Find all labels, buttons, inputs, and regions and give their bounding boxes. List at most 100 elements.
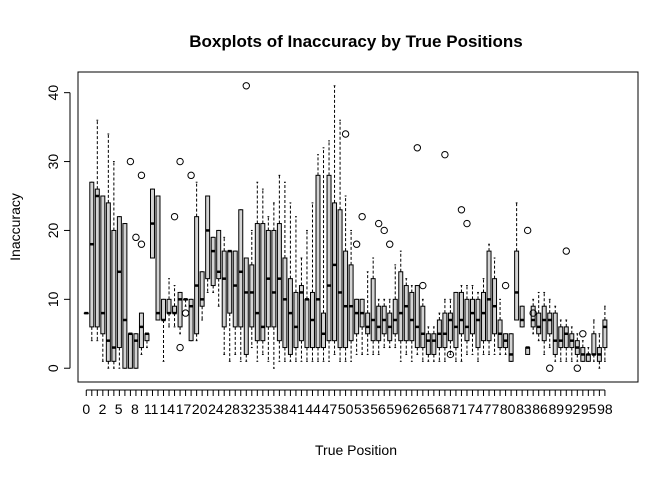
box-iqr [221,250,227,328]
box-iqr [398,271,404,342]
box-group [370,257,376,355]
box-group [457,206,466,362]
box-group [216,229,222,307]
x-tick-label: 41 [289,401,305,417]
box-group [409,285,415,362]
x-tick-label: 92 [565,401,581,417]
x-tick-label: 14 [160,401,176,417]
x-tick-label: 83 [516,401,532,417]
outlier-point [463,219,471,228]
box-iqr [332,202,338,342]
boxes-layer [83,82,608,372]
box-iqr [210,236,216,287]
box-group [199,271,205,321]
box-iqr [442,312,448,349]
box-iqr [602,319,608,349]
box-iqr [133,333,139,369]
box-group [523,226,532,355]
outlier-point [501,281,510,290]
box-group [374,219,383,355]
box-group [137,171,146,355]
box-group [501,281,510,355]
box-group [519,305,525,328]
box-iqr [166,298,172,314]
box-iqr [392,298,398,335]
box-group [386,240,394,349]
x-tick-label: 56 [370,401,386,417]
x-tick-label: 62 [403,401,419,417]
box-iqr [425,333,431,355]
box-group [419,281,427,362]
box-iqr [591,333,597,355]
box-iqr [122,223,128,369]
box-group [276,174,282,362]
box-iqr [447,312,453,342]
box-group [348,229,354,362]
box-group [176,157,184,352]
x-tick-label: 95 [581,401,597,417]
box-iqr [403,285,409,342]
box-iqr [298,285,304,342]
box-group [536,291,542,342]
x-tick-label: 38 [273,401,289,417]
box-group [596,333,602,369]
box-iqr [105,202,111,362]
plot-frame [77,71,639,383]
outlier-point [441,150,449,159]
x-tick-label: 74 [467,401,483,417]
box-group [492,257,498,355]
x-tick-label: 89 [548,401,564,417]
box-iqr [464,298,470,342]
box-group [591,319,597,362]
box-group [562,247,570,362]
box-group [380,226,388,349]
outlier-point [523,226,532,235]
box-group [337,119,343,362]
box-iqr [475,298,481,349]
box-group [293,216,299,362]
x-axis-label: True Position [315,442,397,458]
x-tick-label: 77 [484,401,500,417]
box-group [194,181,200,342]
x-tick-label: 32 [241,401,257,417]
box-group [341,130,350,362]
x-tick-label: 17 [176,401,192,417]
box-group [579,330,587,362]
box-iqr [243,257,249,355]
box-group [155,195,161,321]
box-iqr [453,291,459,349]
box-iqr [216,229,222,280]
box-group [304,229,310,362]
box-group [398,250,404,362]
chart-title: Boxplots of Inaccuracy by True Positions [189,32,522,51]
box-iqr [519,305,525,328]
x-tick-label: 44 [305,401,321,417]
box-group [475,291,481,362]
outlier-point [413,144,422,152]
box-group [552,305,558,362]
box-iqr [414,285,420,349]
box-iqr [199,271,205,307]
box-iqr [282,257,288,349]
box-group [453,291,459,362]
x-tick-label: 53 [354,401,370,417]
box-iqr [89,181,95,328]
y-tick-label: 10 [45,291,61,307]
x-tick-label: 98 [597,401,613,417]
x-tick-label: 80 [500,401,516,417]
outlier-point [132,233,140,242]
box-iqr [315,174,321,349]
box-iqr [188,298,194,342]
box-group [481,278,487,355]
box-group [287,202,293,362]
outlier-point [137,171,146,180]
box-group [105,133,111,369]
box-group [126,157,135,369]
outlier-point [579,330,587,338]
box-group [392,264,398,349]
box-group [321,147,327,362]
outlier-point [457,206,466,214]
box-iqr [552,312,558,355]
x-tick-label: 35 [257,401,273,417]
outlier-point [380,226,388,235]
